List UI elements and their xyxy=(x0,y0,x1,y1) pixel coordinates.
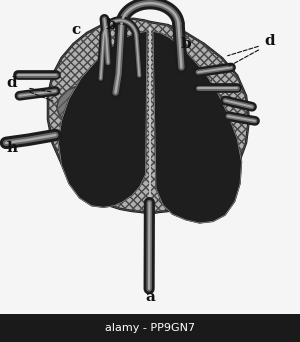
Polygon shape xyxy=(153,31,242,223)
Text: c: c xyxy=(72,23,81,37)
Polygon shape xyxy=(58,31,147,207)
Text: a: a xyxy=(145,290,155,304)
Ellipse shape xyxy=(164,90,220,130)
Text: b: b xyxy=(106,18,116,32)
Bar xyxy=(0,314,300,342)
Ellipse shape xyxy=(57,85,114,126)
Text: alamy - PP9GN7: alamy - PP9GN7 xyxy=(105,323,195,333)
Polygon shape xyxy=(48,19,249,213)
Text: b: b xyxy=(181,37,191,51)
Text: h: h xyxy=(6,141,18,155)
Text: d: d xyxy=(7,76,17,90)
Text: d: d xyxy=(265,34,275,48)
